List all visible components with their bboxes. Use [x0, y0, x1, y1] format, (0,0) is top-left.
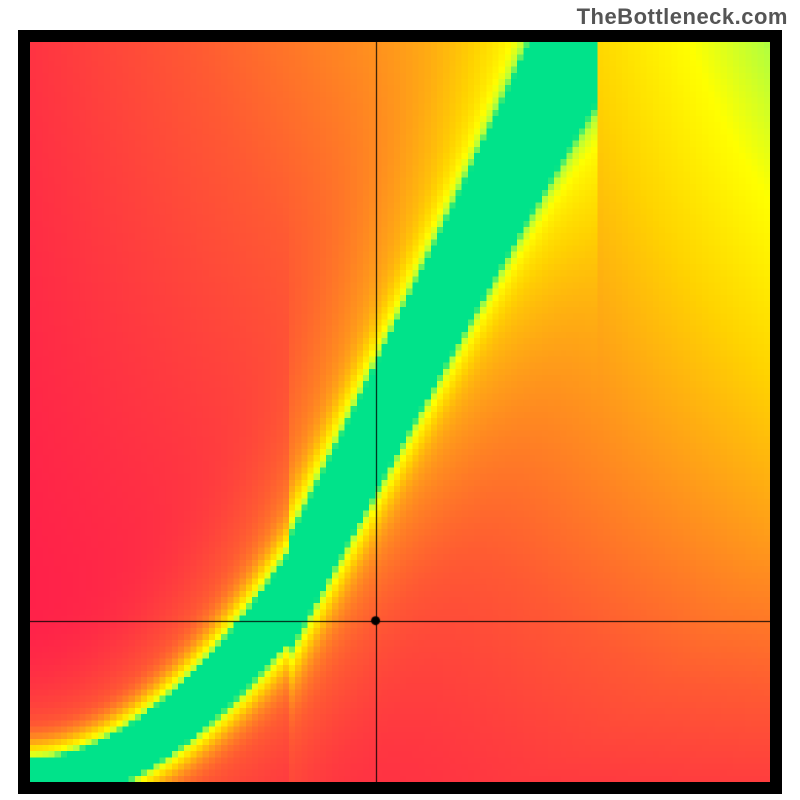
crosshair-overlay: [30, 42, 770, 782]
heatmap-plot-area: [30, 42, 770, 782]
heatmap-outer-frame: [18, 30, 782, 794]
attribution-text: TheBottleneck.com: [577, 4, 788, 30]
